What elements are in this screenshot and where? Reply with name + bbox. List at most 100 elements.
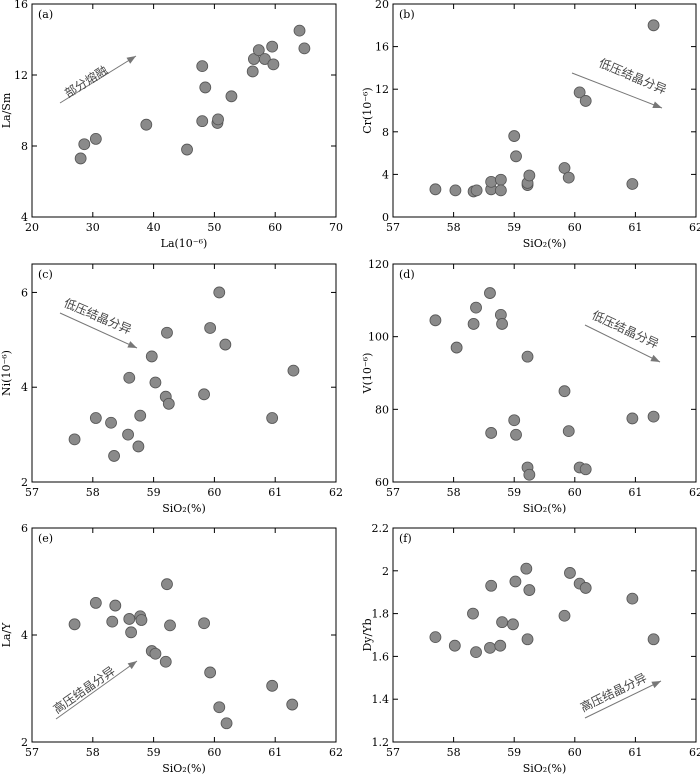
x-tick-label: 62: [689, 746, 700, 759]
data-point: [164, 619, 176, 632]
trend-annotation: 低压结晶分异: [62, 296, 134, 337]
data-point: [496, 318, 508, 330]
data-point: [122, 428, 134, 441]
trend-arrow: [571, 72, 663, 109]
data-point: [510, 150, 522, 163]
data-point: [266, 40, 279, 53]
data-point: [647, 19, 660, 32]
data-point: [145, 350, 158, 363]
trend-arrow: [55, 660, 138, 720]
data-point: [123, 371, 136, 384]
x-tick-label: 30: [86, 221, 100, 234]
y-tick-label: 1.8: [372, 608, 390, 621]
data-point: [258, 53, 271, 65]
data-point: [521, 633, 534, 646]
x-tick-label: 50: [207, 221, 221, 234]
data-point: [213, 701, 226, 714]
data-point: [287, 364, 300, 377]
data-point: [198, 388, 210, 401]
x-tick-label: 57: [386, 221, 400, 234]
y-tick-label: 4: [21, 381, 28, 394]
x-tick-label: 20: [25, 221, 39, 234]
x-tick-label: 62: [689, 486, 700, 499]
data-point: [579, 463, 592, 476]
data-point: [470, 301, 482, 314]
x-tick-label: 60: [207, 746, 221, 759]
x-tick-label: 58: [447, 486, 461, 499]
data-point: [484, 641, 496, 654]
y-axis-title: V(10⁻⁶): [361, 353, 374, 395]
y-tick-label: 0: [382, 211, 389, 224]
data-point: [196, 60, 209, 73]
y-tick-label: 1.2: [372, 736, 390, 749]
data-point: [448, 639, 461, 652]
data-point: [523, 169, 536, 182]
y-tick-label: 4: [382, 168, 389, 181]
data-point: [467, 318, 480, 330]
y-tick-label: 16: [375, 41, 389, 54]
data-point: [132, 440, 145, 453]
x-tick-label: 62: [329, 746, 343, 759]
data-point: [626, 178, 639, 190]
x-tick-label: 60: [207, 486, 221, 499]
data-point: [246, 65, 259, 78]
y-tick-label: 6: [21, 522, 28, 535]
data-point: [626, 412, 639, 425]
x-tick-label: 60: [568, 221, 582, 234]
data-point: [509, 575, 522, 588]
y-axis-title: La/Y: [0, 622, 13, 648]
data-point: [196, 115, 209, 128]
x-tick-label: 70: [329, 221, 343, 234]
data-point: [89, 597, 102, 609]
x-tick-label: 61: [628, 221, 642, 234]
y-tick-label: 1.4: [372, 693, 390, 706]
plot-frame: [392, 527, 697, 743]
data-point: [558, 609, 571, 622]
y-axis-title: Ni(10⁻⁶): [0, 350, 13, 396]
trend-arrow-head: [652, 101, 662, 108]
trend-arrow-head: [650, 354, 660, 362]
data-point: [252, 44, 265, 57]
x-tick-label: 61: [268, 746, 282, 759]
trend-arrow: [59, 312, 138, 349]
data-point: [212, 113, 224, 126]
panel-b: (b) 57 58 59 60 61 62 0 4 8 12 16 20 SiO₂(%) Cr(10⁻⁶) 低…: [361, 0, 700, 250]
panel-label: (d): [399, 268, 415, 281]
trend-arrow: [584, 680, 662, 719]
y-tick-label: 2.2: [372, 522, 390, 535]
y-tick-label: 12: [14, 69, 28, 82]
data-point: [562, 171, 575, 184]
x-tick-label: 59: [507, 486, 521, 499]
x-axis-title: SiO₂(%): [523, 762, 567, 775]
y-tick-label: 4: [21, 211, 28, 224]
x-tick-label: 61: [628, 746, 642, 759]
panel-f: (f) 57 58 59 60 61 62 1.2 1.4 1.6 1.8 2 2.2 SiO₂(%) Dy…: [361, 522, 700, 775]
data-point: [68, 433, 81, 446]
trend-arrow: [584, 324, 661, 363]
data-point: [140, 118, 153, 131]
data-point: [494, 639, 507, 652]
data-point: [647, 633, 660, 646]
x-tick-label: 57: [386, 486, 400, 499]
data-point: [68, 618, 81, 631]
x-tick-label: 58: [447, 221, 461, 234]
x-tick-label: 58: [447, 746, 461, 759]
data-point: [558, 385, 571, 398]
x-tick-label: 60: [568, 486, 582, 499]
data-point: [181, 143, 193, 156]
y-tick-label: 2: [21, 736, 28, 749]
data-point: [429, 631, 442, 644]
x-tick-label: 40: [147, 221, 161, 234]
data-point: [108, 450, 120, 462]
data-point: [573, 86, 586, 99]
panel-c: (c) 57 58 59 60 61 62 2 4 6 SiO₂(%) Ni(10⁻⁶) 低压结晶分异: [0, 263, 343, 515]
data-point: [225, 90, 238, 103]
data-point: [220, 717, 233, 730]
data-point: [125, 626, 138, 639]
data-point: [159, 655, 172, 668]
data-point: [135, 614, 148, 626]
data-point: [161, 578, 173, 591]
data-point: [496, 616, 508, 629]
data-point: [520, 562, 533, 575]
